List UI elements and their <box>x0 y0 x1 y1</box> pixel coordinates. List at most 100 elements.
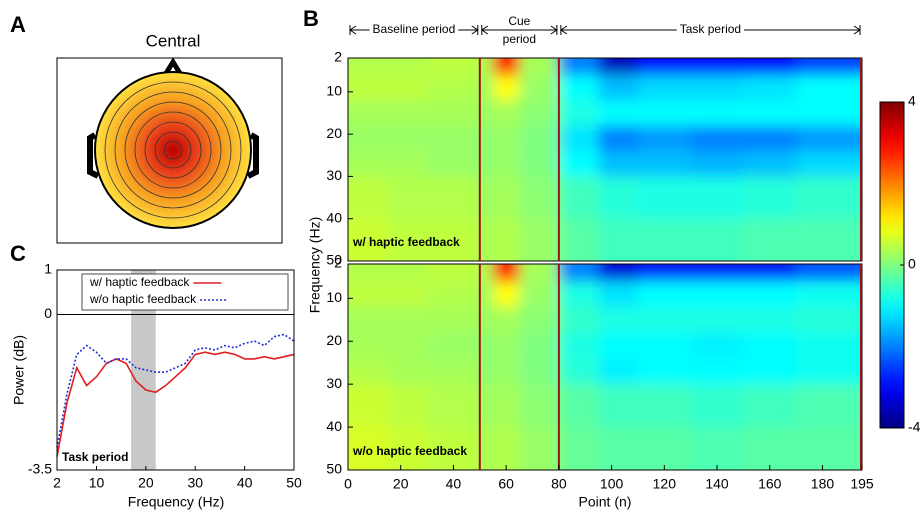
heatmap-cell <box>519 358 560 385</box>
heatmap-cell <box>387 281 428 308</box>
map-title: Central <box>146 31 201 50</box>
heatmap-cell <box>558 176 599 220</box>
panel-label: B <box>303 6 319 31</box>
heatmap-cell <box>348 125 389 152</box>
heatmap-cell <box>427 264 481 282</box>
heatmap-cell <box>637 125 692 152</box>
heatmap-cell <box>492 176 520 220</box>
heatmap-cell <box>348 358 389 385</box>
heatmap-cell <box>690 218 744 261</box>
x-tick-label: 2 <box>53 475 61 491</box>
heatmap-cell <box>637 218 692 261</box>
heatmap-cell <box>796 264 862 282</box>
heatmap-cell <box>519 74 560 101</box>
heatmap-cell <box>492 58 520 76</box>
cells <box>348 264 862 470</box>
heatmap-cell <box>558 332 599 359</box>
heatmap-cell <box>690 281 744 308</box>
panel-label: C <box>10 241 26 266</box>
panel-label: A <box>10 12 26 37</box>
y-tick-label: 50 <box>326 461 342 477</box>
heatmap-cell <box>796 332 862 359</box>
heatmap-cell <box>492 218 520 261</box>
heatmap-cell <box>492 281 520 308</box>
contours <box>104 81 242 219</box>
heatmap-cell <box>348 384 389 428</box>
y-tick-label: 0 <box>44 305 52 321</box>
heatmap-cell <box>637 176 692 220</box>
heatmap-cell <box>492 358 520 385</box>
heatmap-cell <box>348 306 389 334</box>
y-tick-label: 40 <box>326 418 342 434</box>
heatmap-cell <box>427 151 481 177</box>
x-tick-label: 195 <box>850 476 874 492</box>
heatmap-cell <box>492 74 520 101</box>
heatmap-cell <box>598 100 639 127</box>
heatmap-cell <box>479 58 494 76</box>
heatmap-cell <box>796 384 862 428</box>
heatmap-cell <box>519 100 560 127</box>
heatmap-cell <box>387 58 428 76</box>
heatmap-cell <box>598 218 639 261</box>
y-tick-label: 30 <box>326 375 342 391</box>
heatmap-cell <box>743 281 797 308</box>
heatmap-cell <box>519 58 560 76</box>
heatmap-cell <box>479 151 494 177</box>
heatmap-cell <box>519 176 560 220</box>
heatmap-cell <box>743 218 797 261</box>
heatmap-cell <box>637 100 692 127</box>
y-tick-label: 20 <box>326 125 342 141</box>
heatmap-cell <box>690 125 744 152</box>
heatmap-cell <box>427 74 481 101</box>
heatmap-cell <box>598 358 639 385</box>
heatmap-cell <box>796 281 862 308</box>
heatmap-cell <box>492 151 520 177</box>
heatmap-cell <box>479 384 494 428</box>
heatmap-cell <box>743 100 797 127</box>
x-tick-label: 160 <box>758 476 782 492</box>
heatmap-cell <box>427 100 481 127</box>
x-tick-label: 100 <box>600 476 624 492</box>
period-label: Task period <box>680 22 741 36</box>
heatmap-cell <box>479 306 494 334</box>
heatmap-cell <box>690 332 744 359</box>
heatmap-cell <box>558 74 599 101</box>
heatmap-cell <box>598 384 639 428</box>
y-tick-label: 2 <box>334 255 342 271</box>
heatmap-cell <box>348 176 389 220</box>
heatmap-cell <box>796 427 862 470</box>
heatmap-cell <box>519 427 560 470</box>
heatmap-cell <box>519 151 560 177</box>
heatmap-cell <box>637 358 692 385</box>
heatmap-cell <box>743 384 797 428</box>
heatmap-cell <box>348 100 389 127</box>
x-tick-label: 0 <box>344 476 352 492</box>
heatmap-cell <box>492 427 520 470</box>
legend-label: w/o haptic feedback <box>89 292 197 306</box>
period-arrow <box>853 25 861 35</box>
heatmap-cell <box>558 100 599 127</box>
heatmap-cell <box>743 427 797 470</box>
heatmap-cell <box>519 218 560 261</box>
heatmap-cell <box>598 58 639 76</box>
y-axis-label: Power (dB) <box>11 335 27 405</box>
heatmap-cell <box>427 332 481 359</box>
heatmap-cell <box>796 100 862 127</box>
heatmap-cell <box>348 264 389 282</box>
panel-name: w/o haptic feedback <box>352 444 467 458</box>
x-tick-label: 80 <box>551 476 567 492</box>
heatmap-cell <box>637 332 692 359</box>
heatmap-cell <box>387 332 428 359</box>
heatmap-cell <box>348 281 389 308</box>
y-tick-label: 20 <box>326 332 342 348</box>
heatmap-cell <box>427 58 481 76</box>
label-bg <box>676 24 745 36</box>
heatmap-cell <box>690 58 744 76</box>
legend-label: w/ haptic feedback <box>89 275 190 289</box>
heatmap-cell <box>558 427 599 470</box>
x-tick-label: 30 <box>187 475 203 491</box>
heatmap-cell <box>387 151 428 177</box>
heatmap-cell <box>479 176 494 220</box>
heatmap-cell <box>637 306 692 334</box>
series-line <box>56 333 295 448</box>
